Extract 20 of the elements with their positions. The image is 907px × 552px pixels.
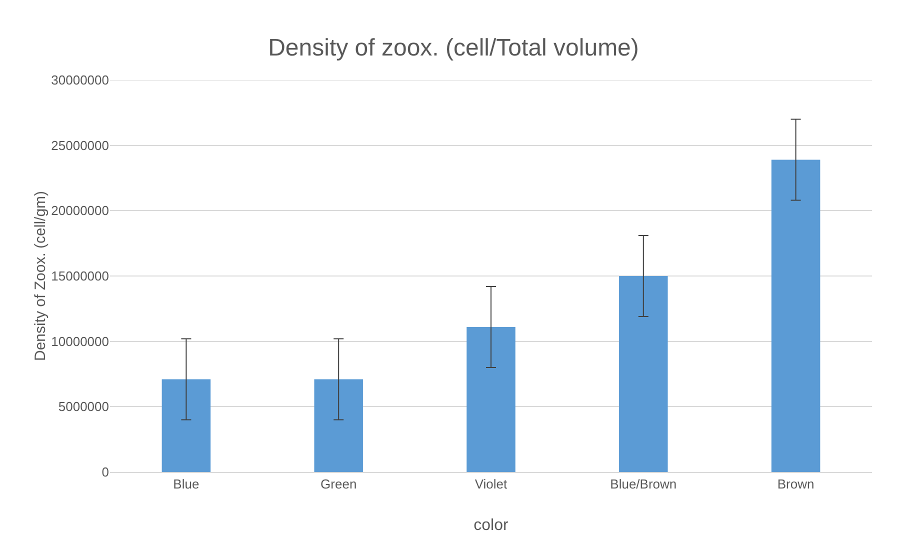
- x-tick-label: Brown: [777, 476, 814, 492]
- bar: [162, 379, 211, 472]
- x-tick-label: Green: [320, 476, 357, 492]
- bar: [314, 379, 363, 472]
- y-tick-label: 15000000: [51, 268, 109, 284]
- y-tick-label: 0: [102, 464, 109, 480]
- y-tick-label: 20000000: [51, 203, 109, 218]
- chart-title: Density of zoox. (cell/Total volume): [268, 34, 639, 62]
- y-tick-label: 5000000: [58, 399, 109, 414]
- x-axis-title: color: [474, 517, 510, 534]
- x-tick-label: Blue/Brown: [610, 476, 677, 492]
- x-tick-label: Blue: [173, 476, 200, 492]
- y-tick-label: 25000000: [51, 138, 109, 153]
- bar: [771, 160, 820, 472]
- bar: [466, 326, 516, 472]
- x-tick-label: Violet: [474, 476, 508, 492]
- y-axis-title: Density of Zoox. (cell/gm): [32, 190, 50, 362]
- y-tick-label: 10000000: [51, 334, 109, 349]
- bar: [619, 276, 668, 472]
- y-tick-label: 30000000: [51, 72, 109, 88]
